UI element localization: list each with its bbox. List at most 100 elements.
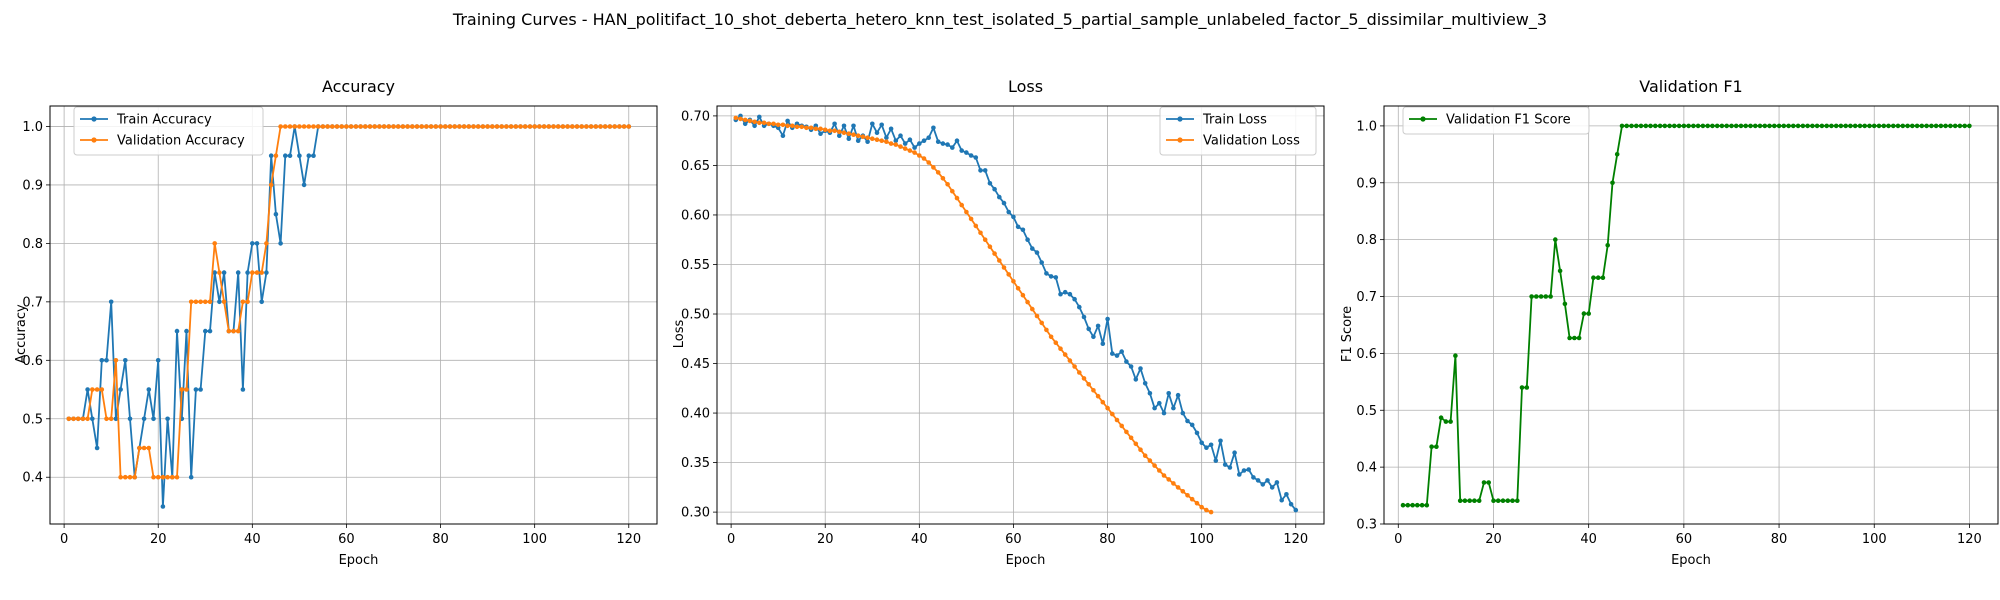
data-point-validation-accuracy — [593, 124, 599, 129]
data-point-validation-f1-score — [1562, 301, 1568, 307]
data-point-train-loss — [973, 155, 979, 160]
data-point-train-loss — [898, 133, 903, 138]
data-point-validation-accuracy — [602, 124, 608, 129]
data-point-validation-f1-score — [1867, 123, 1872, 129]
data-point-train-accuracy — [127, 416, 133, 422]
data-point-validation-f1-score — [1472, 498, 1477, 504]
data-point-validation-f1-score — [1857, 123, 1863, 129]
data-point-validation-accuracy — [527, 124, 533, 129]
y-tick-label: 0.4 — [22, 471, 43, 486]
data-point-train-accuracy — [85, 387, 90, 392]
data-point-validation-f1-score — [1795, 123, 1801, 129]
data-point-validation-accuracy — [612, 124, 617, 129]
data-point-validation-accuracy — [104, 416, 109, 422]
data-point-validation-loss — [940, 176, 946, 181]
data-point-validation-accuracy — [254, 270, 260, 275]
data-point-validation-accuracy — [71, 416, 76, 422]
f1-y-ticks: 0.3 0.4 0.5 0.6 0.7 0.8 0.9 1.0 — [1356, 119, 1384, 533]
data-point-validation-loss — [1011, 279, 1016, 284]
data-point-validation-f1-score — [1481, 480, 1487, 485]
x-tick-label: 20 — [1485, 532, 1502, 547]
data-point-validation-loss — [742, 117, 748, 123]
data-point-validation-accuracy — [579, 124, 584, 129]
data-point-train-loss — [1237, 472, 1242, 477]
data-point-validation-loss — [1208, 509, 1214, 515]
data-point-train-accuracy — [151, 416, 156, 422]
data-point-train-loss — [1072, 296, 1077, 302]
data-point-validation-accuracy — [179, 387, 185, 392]
data-point-validation-accuracy — [607, 124, 613, 129]
data-point-validation-accuracy — [311, 124, 316, 129]
data-point-train-loss — [1293, 507, 1299, 513]
x-tick-label: 60 — [1676, 532, 1693, 547]
f1-axes-frame — [1383, 105, 1999, 525]
data-point-train-accuracy — [278, 241, 283, 246]
x-tick-label: 0 — [1394, 532, 1402, 547]
data-point-validation-loss — [1034, 313, 1040, 319]
data-point-train-loss — [1091, 334, 1096, 340]
data-point-validation-f1-score — [1691, 123, 1696, 129]
data-point-train-loss — [752, 123, 757, 129]
data-point-validation-accuracy — [377, 124, 382, 129]
data-point-train-loss — [1260, 482, 1266, 487]
data-point-validation-accuracy — [297, 124, 302, 129]
data-point-validation-accuracy — [170, 474, 175, 480]
data-point-train-loss — [1039, 260, 1044, 265]
data-point-train-loss — [907, 137, 913, 142]
data-point-train-loss — [837, 133, 842, 138]
data-point-validation-accuracy — [518, 124, 523, 129]
data-point-validation-f1-score — [1510, 498, 1515, 504]
data-point-validation-accuracy — [452, 124, 458, 129]
data-point-validation-loss — [1194, 500, 1200, 506]
x-tick-label: 40 — [911, 532, 928, 547]
data-point-validation-accuracy — [555, 124, 561, 129]
data-point-validation-accuracy — [108, 416, 114, 422]
x-tick-label: 40 — [1580, 532, 1597, 547]
data-point-validation-accuracy — [626, 124, 632, 129]
data-point-validation-f1-score — [1962, 123, 1967, 129]
data-point-train-loss — [1265, 478, 1270, 483]
data-point-train-loss — [841, 123, 847, 129]
data-point-validation-f1-score — [1624, 123, 1629, 129]
data-point-validation-f1-score — [1457, 498, 1463, 504]
data-point-validation-f1-score — [1476, 498, 1482, 504]
data-point-validation-f1-score — [1814, 123, 1820, 129]
data-point-validation-loss — [968, 216, 974, 222]
data-point-train-loss — [959, 148, 964, 153]
data-point-validation-f1-score — [1753, 123, 1758, 129]
data-point-validation-f1-score — [1629, 123, 1634, 129]
data-point-validation-loss — [1175, 485, 1181, 490]
data-point-train-loss — [1133, 377, 1139, 382]
data-point-validation-loss — [1053, 340, 1059, 346]
data-point-train-accuracy — [217, 299, 222, 305]
data-point-validation-f1-score — [1595, 275, 1601, 281]
data-point-validation-accuracy — [353, 124, 359, 129]
data-point-validation-accuracy — [485, 124, 490, 129]
data-point-validation-f1-score — [1405, 502, 1411, 508]
data-point-train-accuracy — [113, 416, 119, 422]
data-point-train-loss — [757, 114, 762, 120]
data-point-train-accuracy — [188, 474, 194, 480]
data-point-validation-f1-score — [1895, 123, 1901, 129]
f1-panel: Validation F1 Epoch F1 Score 0 20 40 60 80 10… — [1340, 77, 1999, 568]
x-tick-label: 120 — [616, 532, 641, 547]
data-point-validation-loss — [799, 124, 804, 130]
data-point-train-loss — [1053, 275, 1059, 280]
accuracy-axes-frame — [49, 105, 658, 525]
data-point-train-loss — [832, 121, 837, 127]
data-point-train-loss — [1204, 445, 1209, 451]
data-point-validation-accuracy — [381, 124, 387, 129]
legend-marker-validation-loss — [1177, 137, 1183, 143]
data-point-validation-accuracy — [348, 124, 354, 129]
data-point-validation-f1-score — [1743, 123, 1748, 129]
data-point-validation-f1-score — [1876, 123, 1882, 129]
data-point-validation-loss — [874, 137, 880, 142]
data-point-validation-loss — [1062, 352, 1068, 357]
data-point-validation-loss — [1138, 447, 1143, 453]
legend-box — [1402, 106, 1590, 135]
data-point-validation-f1-score — [1486, 480, 1491, 485]
data-point-validation-f1-score — [1943, 123, 1948, 129]
data-point-validation-loss — [1015, 286, 1021, 291]
data-point-validation-loss — [931, 165, 936, 170]
data-point-train-loss — [1175, 392, 1181, 398]
